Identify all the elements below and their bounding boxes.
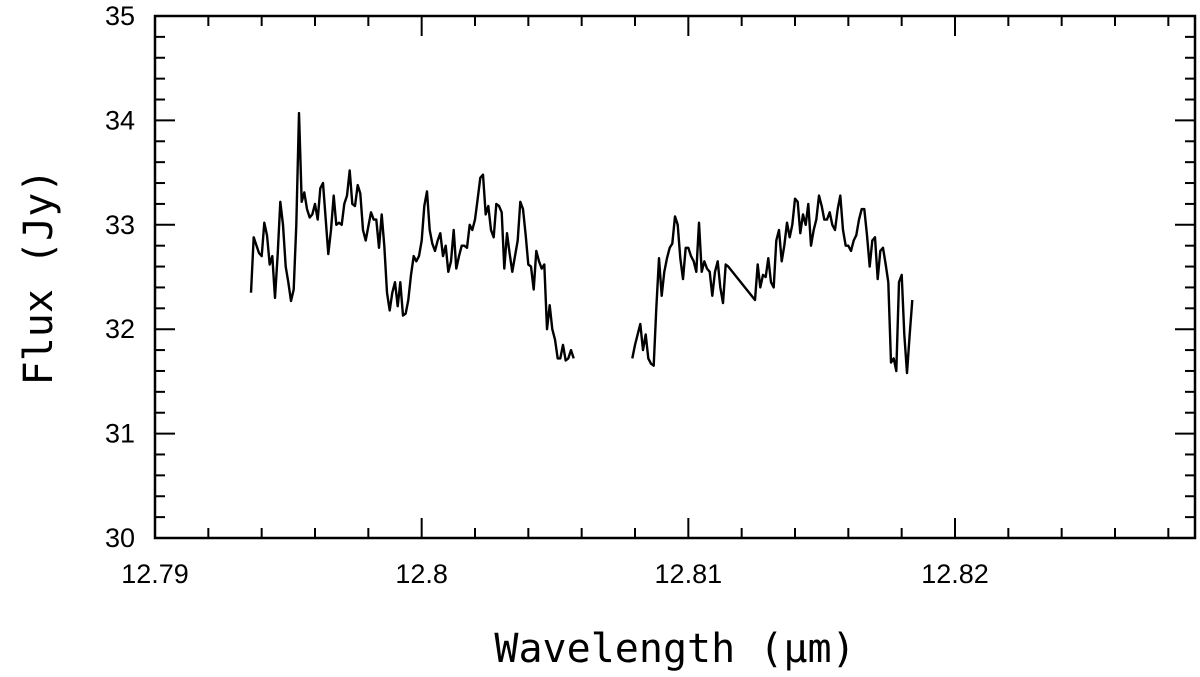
spectrum-line-segment — [249, 111, 575, 362]
x-tick-label: 12.82 — [921, 559, 989, 589]
axis-ticks — [154, 15, 1195, 539]
y-axis-title: Flux (Jy) — [16, 169, 62, 386]
x-tick-label: 12.79 — [121, 559, 189, 589]
spectrum-line-segment — [631, 194, 914, 375]
axis-tick-labels: 12.79 12.8 12.81 12.82 30 31 32 33 34 35 — [105, 1, 989, 589]
x-tick-label: 12.8 — [395, 559, 448, 589]
y-tick-label: 30 — [105, 523, 135, 553]
y-tick-label: 35 — [105, 1, 135, 31]
y-tick-label: 34 — [105, 105, 135, 135]
plot-frame — [153, 14, 1197, 540]
y-tick-label: 33 — [105, 210, 135, 240]
y-tick-label: 32 — [105, 314, 135, 344]
x-axis-title: Wavelength (μm) — [494, 626, 855, 672]
x-tick-label: 12.81 — [655, 559, 723, 589]
y-tick-label: 31 — [105, 419, 135, 449]
data-series — [249, 111, 914, 375]
